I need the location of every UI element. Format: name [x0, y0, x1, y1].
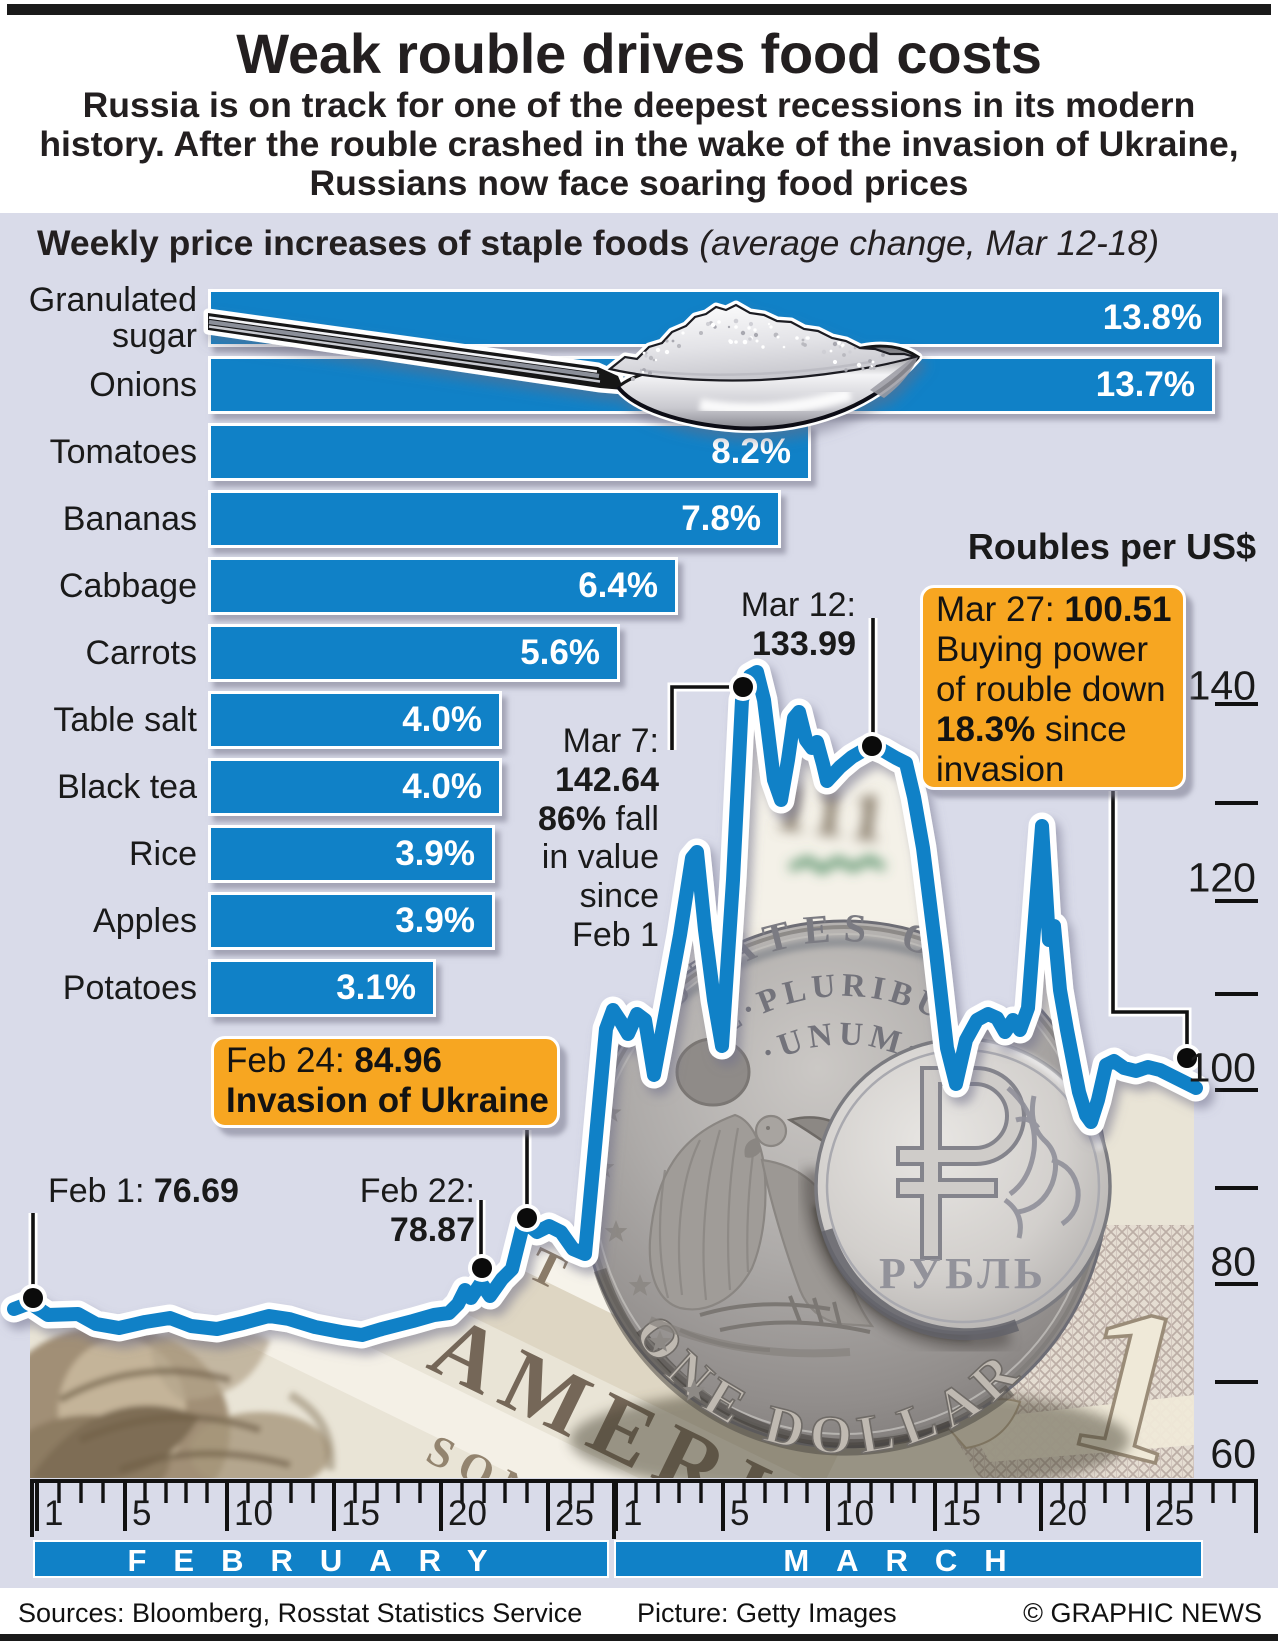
svg-text:РУБЛЬ: РУБЛЬ [879, 1249, 1047, 1298]
